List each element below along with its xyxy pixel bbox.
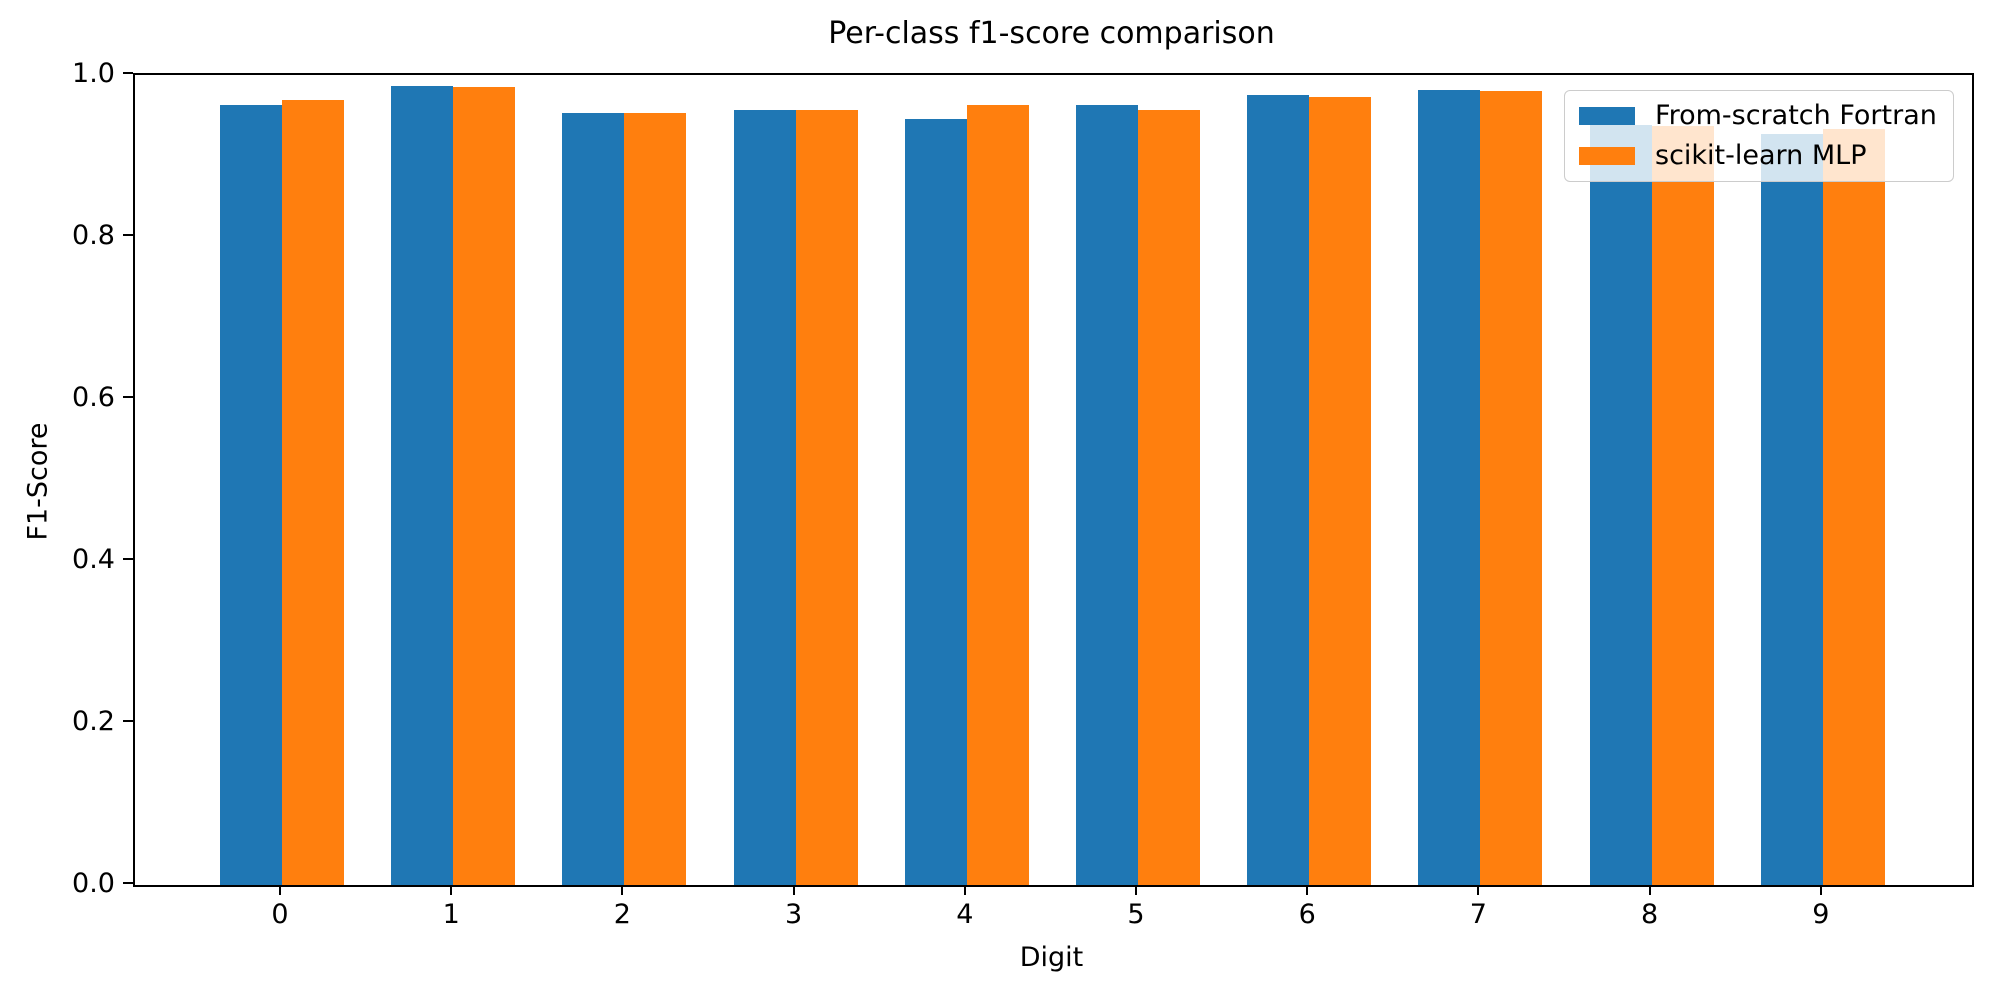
bar-sklearn-digit-0: [282, 100, 344, 885]
bar-sklearn-digit-9: [1822, 129, 1885, 885]
x-tick-label: 4: [956, 899, 974, 930]
y-tick-label: 0.0: [72, 868, 115, 899]
y-tick-mark: [123, 234, 133, 236]
x-tick-label: 5: [1127, 899, 1145, 930]
bar-fortran-digit-6: [1247, 95, 1310, 885]
bar-fortran-digit-7: [1418, 89, 1481, 885]
legend-label-fortran: From-scratch Fortran: [1655, 100, 1937, 131]
y-tick-label: 0.4: [72, 544, 115, 575]
x-tick-label: 0: [271, 899, 289, 930]
x-tick-mark: [1648, 885, 1651, 895]
y-tick-label: 0.6: [72, 382, 115, 413]
y-tick-mark: [123, 396, 133, 398]
y-tick-mark: [123, 882, 133, 884]
x-tick-mark: [792, 885, 795, 895]
plot-area: From-scratch Fortran scikit-learn MLP: [133, 73, 1974, 887]
bar-sklearn-digit-6: [1309, 96, 1372, 885]
y-tick-mark: [123, 558, 133, 560]
legend-item-fortran: From-scratch Fortran: [1579, 100, 1953, 132]
y-tick-label: 0.2: [72, 706, 115, 737]
bar-sklearn-digit-4: [966, 104, 1029, 885]
x-tick-mark: [621, 885, 624, 895]
y-tick-mark: [123, 72, 133, 74]
legend-swatch-sklearn-icon: [1579, 147, 1635, 165]
x-tick-mark: [1477, 885, 1480, 895]
bar-fortran-digit-3: [733, 109, 796, 885]
x-tick-label: 2: [613, 899, 631, 930]
y-axis-label: F1-Score: [22, 422, 54, 541]
x-tick-mark: [1819, 885, 1822, 895]
bar-sklearn-digit-5: [1138, 109, 1200, 885]
y-tick-label: 0.8: [72, 220, 115, 251]
bar-fortran-digit-8: [1589, 125, 1652, 885]
bar-sklearn-digit-8: [1651, 126, 1714, 885]
x-tick-mark: [279, 885, 281, 895]
bar-fortran-digit-0: [220, 104, 282, 885]
x-tick-label: 3: [785, 899, 803, 930]
bar-fortran-digit-9: [1760, 134, 1823, 885]
x-tick-mark: [1306, 885, 1309, 895]
bar-fortran-digit-2: [562, 113, 625, 885]
x-tick-mark: [963, 885, 966, 895]
bar-sklearn-digit-7: [1480, 91, 1543, 885]
chart-title: Per-class f1-score comparison: [828, 16, 1275, 51]
y-tick-mark: [123, 720, 133, 722]
x-tick-label: 8: [1641, 899, 1659, 930]
bar-fortran-digit-1: [391, 86, 454, 885]
x-tick-label: 9: [1812, 899, 1830, 930]
x-tick-mark: [1135, 885, 1137, 895]
bar-sklearn-digit-1: [453, 87, 516, 885]
y-tick-label: 1.0: [72, 58, 115, 89]
legend-swatch-fortran-icon: [1579, 107, 1635, 125]
x-tick-mark: [450, 885, 453, 895]
bar-sklearn-digit-3: [795, 109, 858, 885]
x-tick-label: 6: [1298, 899, 1316, 930]
bar-fortran-digit-5: [1076, 104, 1138, 885]
legend-label-sklearn: scikit-learn MLP: [1655, 140, 1867, 171]
x-tick-label: 1: [442, 899, 460, 930]
bar-fortran-digit-4: [904, 118, 967, 885]
x-axis-label: Digit: [1019, 942, 1084, 973]
bar-sklearn-digit-2: [624, 113, 687, 885]
legend-item-sklearn: scikit-learn MLP: [1579, 140, 1953, 172]
x-tick-label: 7: [1469, 899, 1487, 930]
legend: From-scratch Fortran scikit-learn MLP: [1564, 90, 1954, 182]
